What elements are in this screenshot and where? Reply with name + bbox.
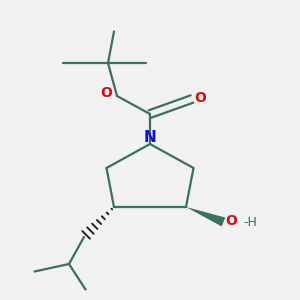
Polygon shape: [186, 207, 225, 226]
Text: O: O: [225, 214, 237, 228]
Text: -H: -H: [243, 215, 257, 229]
Text: O: O: [100, 86, 112, 100]
Text: O: O: [194, 91, 206, 104]
Text: N: N: [144, 130, 156, 146]
